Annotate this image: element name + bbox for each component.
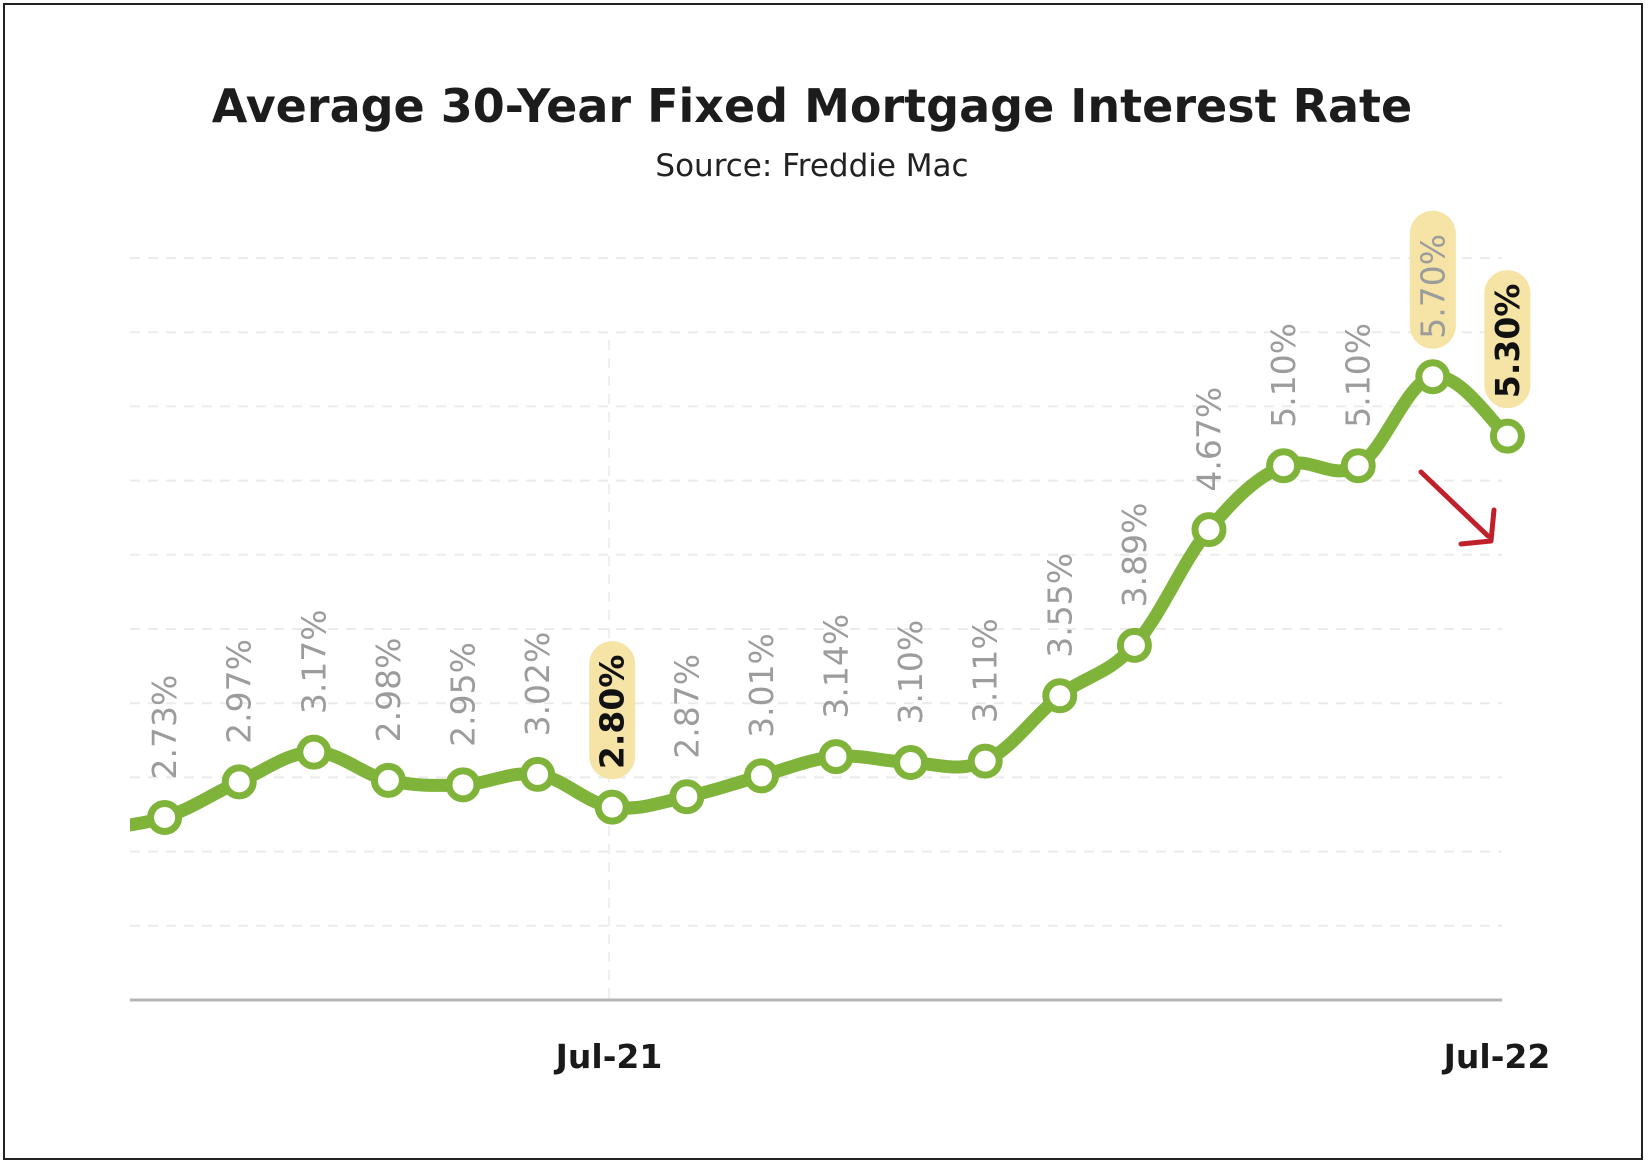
chart-subtitle: Source: Freddie Mac xyxy=(655,148,968,184)
label-highlight xyxy=(1484,270,1531,409)
data-label-text: 3.02% xyxy=(518,632,557,737)
data-label-text: 2.80% xyxy=(593,655,632,770)
data-label: 3.14% xyxy=(817,614,856,719)
data-point xyxy=(818,739,854,775)
data-label: 2.80% xyxy=(589,641,636,780)
data-label-text: 3.01% xyxy=(742,633,781,738)
data-point xyxy=(669,779,705,815)
data-point xyxy=(1340,448,1376,484)
data-point xyxy=(893,745,929,781)
data-label-text: 5.30% xyxy=(1488,284,1527,399)
data-point xyxy=(296,734,332,770)
data-label: 3.01% xyxy=(742,633,781,738)
data-label: 5.10% xyxy=(1339,323,1378,428)
data-point xyxy=(445,767,481,803)
data-point xyxy=(370,762,406,798)
data-label-text: 5.70% xyxy=(1413,234,1452,339)
data-point xyxy=(1116,627,1152,663)
data-point xyxy=(1489,418,1525,454)
data-label: 3.55% xyxy=(1040,553,1079,658)
data-label: 3.17% xyxy=(294,609,333,714)
label-highlight xyxy=(589,641,636,780)
data-label-text: 3.14% xyxy=(817,614,856,719)
down-arrow-icon xyxy=(1418,469,1497,547)
data-point xyxy=(743,758,779,794)
data-point xyxy=(967,743,1003,779)
data-label-text: 5.10% xyxy=(1339,323,1378,428)
data-labels: 2.73% 2.97% 3.17% 2.98% 2.95% 3.02% 2.80% 2.87%… xyxy=(145,210,1531,780)
gridlines xyxy=(130,257,1502,1000)
data-label: 5.70% xyxy=(1409,210,1456,349)
data-point xyxy=(520,756,556,792)
data-label: 3.89% xyxy=(1115,502,1154,607)
data-label-text: 5.10% xyxy=(1264,323,1303,428)
x-axis-ticks: Jul-21 Jul-22 xyxy=(554,1037,1551,1076)
data-point xyxy=(1042,678,1078,714)
data-label-text: 4.67% xyxy=(1190,387,1229,492)
data-label-text: 2.73% xyxy=(145,675,184,780)
x-tick-label-jul-21: Jul-21 xyxy=(554,1037,663,1076)
data-label: 5.10% xyxy=(1264,323,1303,428)
data-label: 3.02% xyxy=(518,632,557,737)
chart-title: Average 30-Year Fixed Mortgage Interest … xyxy=(212,79,1413,133)
data-label: 4.67% xyxy=(1190,387,1229,492)
data-label-text: 2.97% xyxy=(220,639,259,744)
label-highlight xyxy=(1409,210,1456,349)
data-label-text: 2.87% xyxy=(667,654,706,759)
data-label-text: 3.55% xyxy=(1040,553,1079,658)
data-point xyxy=(221,764,257,800)
data-label: 3.11% xyxy=(966,618,1005,723)
data-label-text: 3.89% xyxy=(1115,502,1154,607)
data-label: 5.30% xyxy=(1484,270,1531,409)
data-label-text: 3.11% xyxy=(966,618,1005,723)
data-label-text: 2.98% xyxy=(369,638,408,743)
data-label: 2.87% xyxy=(667,654,706,759)
data-label: 2.97% xyxy=(220,639,259,744)
data-label: 2.73% xyxy=(145,675,184,780)
data-point xyxy=(1191,512,1227,548)
data-point xyxy=(1415,359,1451,395)
data-point xyxy=(147,799,183,835)
data-points xyxy=(147,359,1525,835)
data-label: 2.98% xyxy=(369,638,408,743)
x-tick-label-jul-22: Jul-22 xyxy=(1442,1037,1551,1076)
data-point xyxy=(594,789,630,825)
data-label-text: 2.95% xyxy=(444,642,483,747)
data-point xyxy=(1266,448,1302,484)
data-label-text: 3.10% xyxy=(891,620,930,725)
data-label: 3.10% xyxy=(891,620,930,725)
data-label-text: 3.17% xyxy=(294,609,333,714)
chart-frame xyxy=(3,3,1643,1160)
data-label: 2.95% xyxy=(444,642,483,747)
